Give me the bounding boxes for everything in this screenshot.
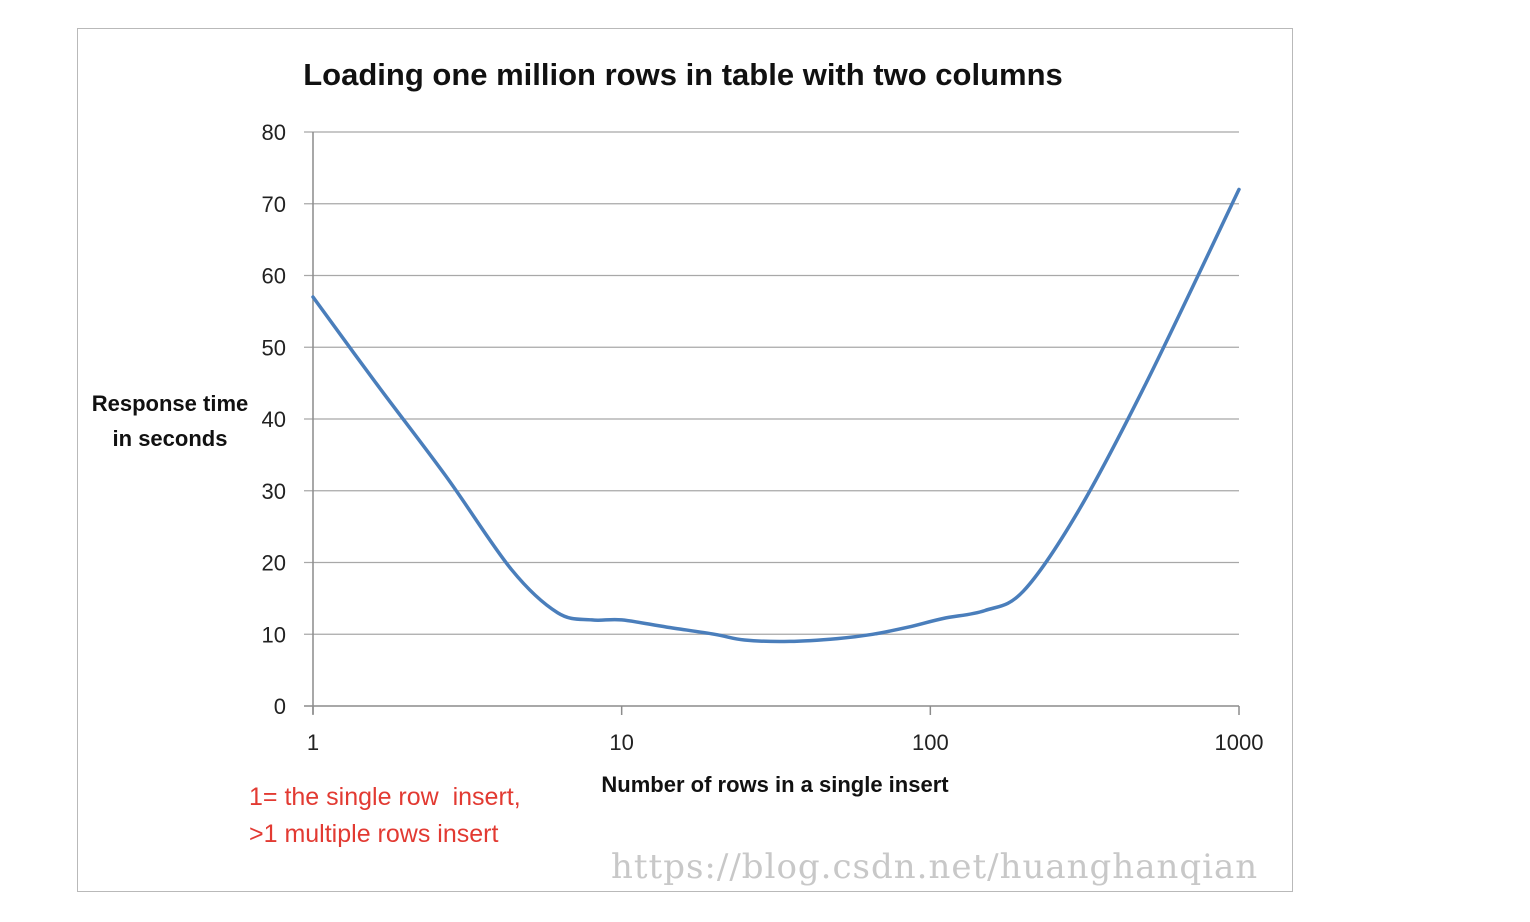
x-tick-label: 1 xyxy=(307,730,319,755)
y-tick-label: 0 xyxy=(274,694,286,719)
x-tick-label: 1000 xyxy=(1215,730,1264,755)
y-tick-label: 20 xyxy=(262,551,286,576)
chart-frame xyxy=(77,28,1293,892)
y-tick-labels: 0 10 20 30 40 50 60 70 80 xyxy=(262,120,286,719)
annotation-single-row: 1= the single row insert, xyxy=(249,783,521,811)
y-tick-label: 10 xyxy=(262,622,286,647)
x-axis-label: Number of rows in a single insert xyxy=(601,772,949,797)
y-tick-label: 30 xyxy=(262,479,286,504)
x-tick-labels: 1 10 100 1000 xyxy=(307,730,1264,755)
x-axis xyxy=(312,706,1240,715)
y-tick-label: 70 xyxy=(262,192,286,217)
y-tick-label: 50 xyxy=(262,335,286,360)
y-tick-label: 80 xyxy=(262,120,286,145)
chart-title: Loading one million rows in table with t… xyxy=(303,57,1063,92)
series-group xyxy=(311,187,1241,644)
grid-lines xyxy=(304,131,1239,714)
annotation-multiple-rows: >1 multiple rows insert xyxy=(249,820,498,848)
watermark: https://blog.csdn.net/huanghanqian xyxy=(611,847,1258,887)
y-tick-label: 40 xyxy=(262,407,286,432)
series-line-0 xyxy=(311,187,1241,644)
y-axis-label-line-1: Response time xyxy=(92,391,249,416)
x-tick-label: 100 xyxy=(912,730,949,755)
y-tick-label: 60 xyxy=(262,264,286,289)
x-tick-label: 10 xyxy=(609,730,633,755)
y-axis-label-line-2: in seconds xyxy=(113,426,228,451)
